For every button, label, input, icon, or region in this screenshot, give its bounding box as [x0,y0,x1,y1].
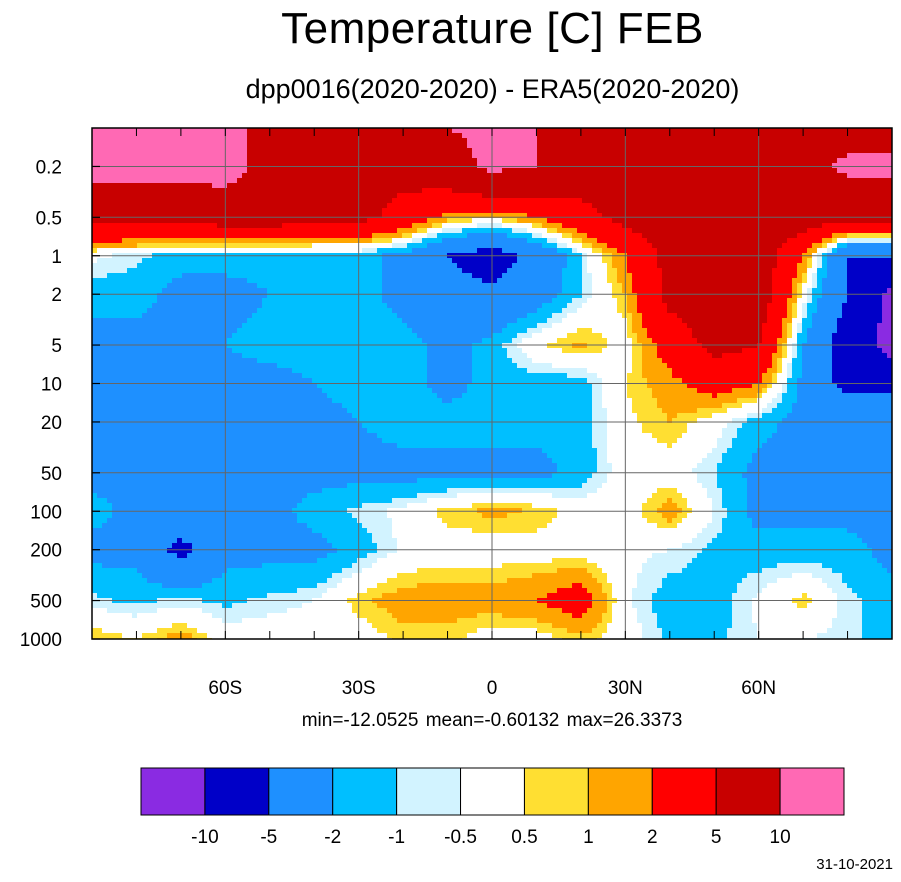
chart-title: Temperature [C] FEB [281,4,704,53]
stats-line: min=-12.0525 mean=-0.60132 max=26.3373 [301,710,683,731]
y-tick-label: 5 [51,336,62,357]
colorbar-label: -1 [388,827,405,848]
colorbar-label: -2 [324,827,341,848]
colorbar-label: 5 [711,827,722,848]
colorbar-label: -5 [260,827,277,848]
colorbar-label: -10 [191,827,218,848]
y-tick-label: 0.5 [36,208,62,229]
y-tick-label: 50 [41,464,62,485]
colorbar-swatch [523,767,589,816]
colorbar-swatch [204,767,270,816]
y-tick-label: 1 [51,247,62,268]
colorbar-swatch [396,767,462,816]
x-tick-label: 30N [608,678,643,699]
x-tick-label: 0 [487,678,498,699]
colorbar-label: 10 [770,827,791,848]
colorbar-label: -0.5 [444,827,477,848]
colorbar-swatch [332,767,398,816]
y-tick-label: 100 [30,502,62,523]
x-tick-label: 60N [741,678,776,699]
colorbar-swatch [779,767,845,816]
y-tick-label: 10 [41,375,62,396]
y-tick-label: 200 [30,541,62,562]
date-stamp: 31-10-2021 [816,856,893,873]
y-tick-label: 500 [30,592,62,613]
colorbar-swatch [140,767,206,816]
colorbar-label: 0.5 [511,827,537,848]
colorbar-swatch [587,767,653,816]
colorbar-swatch [268,767,334,816]
x-tick-label: 30S [342,678,376,699]
y-tick-label: 0.2 [36,157,62,178]
y-tick-label: 1000 [20,630,62,651]
x-tick-label: 60S [208,678,242,699]
y-tick-label: 2 [51,285,62,306]
colorbar-label: 1 [583,827,594,848]
colorbar-label: 2 [647,827,658,848]
colorbar-swatch [715,767,781,816]
chart-subtitle: dpp0016(2020-2020) - ERA5(2020-2020) [245,74,740,104]
colorbar-swatch [651,767,717,816]
y-tick-label: 20 [41,413,62,434]
colorbar-swatch [460,767,525,816]
